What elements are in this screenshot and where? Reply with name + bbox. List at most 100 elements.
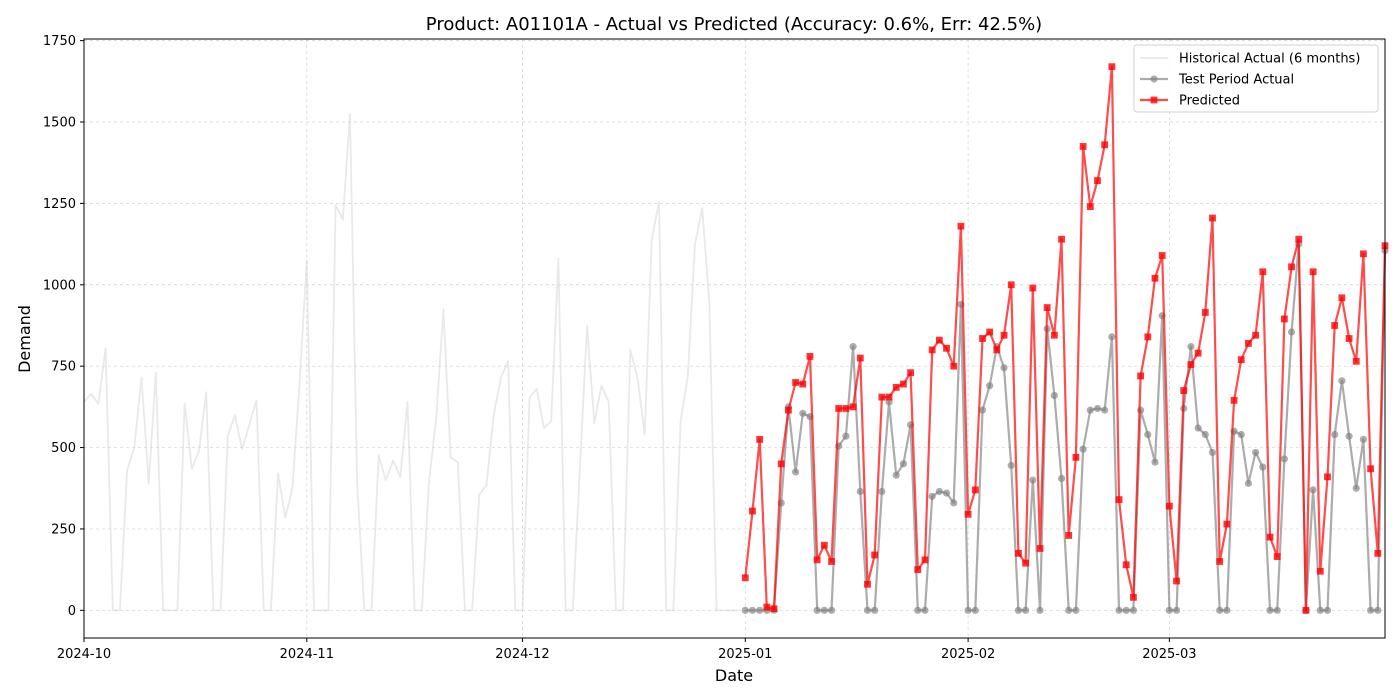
- data-point: [1194, 349, 1202, 357]
- y-tick-label: 500: [51, 441, 76, 456]
- data-point: [1022, 559, 1030, 567]
- data-point: [1036, 545, 1044, 552]
- data-point: [978, 406, 987, 414]
- x-tick-label: 2024-12: [495, 647, 549, 662]
- data-point: [1302, 606, 1310, 614]
- data-point: [1338, 294, 1346, 302]
- data-point: [820, 541, 828, 549]
- data-point: [1367, 606, 1375, 614]
- data-point: [864, 580, 871, 588]
- data-point: [1273, 606, 1281, 614]
- data-point: [1144, 430, 1152, 439]
- data-point: [1180, 387, 1188, 394]
- data-point: [748, 606, 757, 614]
- legend-item: Historical Actual (6 months): [1140, 52, 1360, 67]
- data-point: [1309, 486, 1317, 494]
- data-point: [885, 393, 893, 401]
- data-point: [1130, 593, 1137, 601]
- data-point: [1094, 177, 1101, 185]
- data-point: [785, 406, 792, 414]
- data-point: [1058, 235, 1065, 243]
- data-point: [928, 492, 936, 500]
- data-point: [1065, 532, 1073, 539]
- data-point: [827, 606, 836, 614]
- x-tick-label: 2025-02: [941, 647, 995, 662]
- data-point: [1165, 606, 1173, 614]
- data-point: [856, 354, 864, 362]
- legend-item: Predicted: [1140, 94, 1240, 109]
- y-tick-label: 1750: [43, 34, 76, 49]
- data-point: [863, 606, 872, 614]
- data-point: [792, 379, 799, 386]
- data-point: [1101, 406, 1109, 414]
- data-point: [1151, 458, 1159, 466]
- data-point: [1015, 549, 1022, 557]
- data-point: [1237, 430, 1245, 439]
- legend: Historical Actual (6 months) Test Period …: [1133, 44, 1379, 113]
- data-point: [892, 383, 900, 391]
- legend-item: Test Period Actual: [1140, 73, 1294, 88]
- data-point: [1223, 606, 1231, 614]
- data-point: [1072, 453, 1080, 461]
- data-point: [950, 362, 958, 370]
- data-point: [835, 405, 843, 412]
- y-tick-label: 1000: [43, 278, 76, 293]
- y-tick-label: 750: [51, 360, 76, 375]
- data-point: [1216, 558, 1224, 565]
- data-point: [943, 344, 950, 352]
- data-point: [813, 606, 821, 614]
- data-point: [899, 460, 908, 468]
- y-axis-label: Demand: [15, 305, 34, 373]
- data-point: [1209, 214, 1216, 222]
- data-point: [1345, 335, 1353, 342]
- data-point: [842, 432, 850, 440]
- data-point: [1050, 391, 1058, 400]
- data-point: [1352, 484, 1360, 492]
- data-point: [1374, 606, 1382, 614]
- data-point: [1287, 328, 1296, 336]
- data-point: [914, 566, 922, 574]
- data-point: [770, 605, 778, 613]
- x-tick-label: 2025-01: [718, 647, 772, 662]
- data-point: [1194, 424, 1202, 432]
- data-point: [1223, 520, 1231, 528]
- data-point: [1324, 473, 1331, 481]
- data-point: [1173, 577, 1180, 585]
- data-point: [1086, 406, 1094, 414]
- data-point: [871, 606, 879, 614]
- data-point: [1273, 553, 1281, 561]
- data-point: [756, 606, 764, 614]
- data-point: [892, 471, 900, 479]
- data-point: [914, 606, 922, 614]
- y-tick-label: 0: [68, 604, 76, 619]
- data-point: [1029, 284, 1037, 292]
- x-tick-label: 2024-10: [57, 647, 111, 662]
- data-point: [971, 486, 979, 494]
- data-point: [1245, 339, 1252, 347]
- data-point: [856, 487, 864, 496]
- data-point: [849, 343, 857, 351]
- data-point: [1000, 331, 1008, 339]
- data-point: [1230, 396, 1238, 404]
- data-point: [964, 510, 972, 518]
- y-tick-label: 1250: [43, 197, 76, 212]
- data-point: [1043, 304, 1051, 311]
- data-point: [849, 403, 857, 411]
- data-point: [1007, 281, 1015, 289]
- data-point: [1316, 606, 1324, 614]
- series-historical-actual-6-months: [83, 113, 739, 612]
- plot-frame: [83, 38, 1386, 639]
- data-point: [763, 603, 771, 611]
- data-point: [1244, 479, 1253, 487]
- data-point: [1352, 357, 1360, 365]
- series-layer: [83, 63, 1389, 614]
- data-point: [1029, 476, 1037, 484]
- data-point: [1201, 309, 1209, 316]
- data-point: [1057, 474, 1066, 483]
- data-point: [799, 380, 807, 388]
- data-point: [1323, 606, 1332, 614]
- data-point: [749, 507, 756, 515]
- data-point: [813, 556, 821, 564]
- data-point: [964, 606, 972, 614]
- data-point: [1072, 606, 1080, 614]
